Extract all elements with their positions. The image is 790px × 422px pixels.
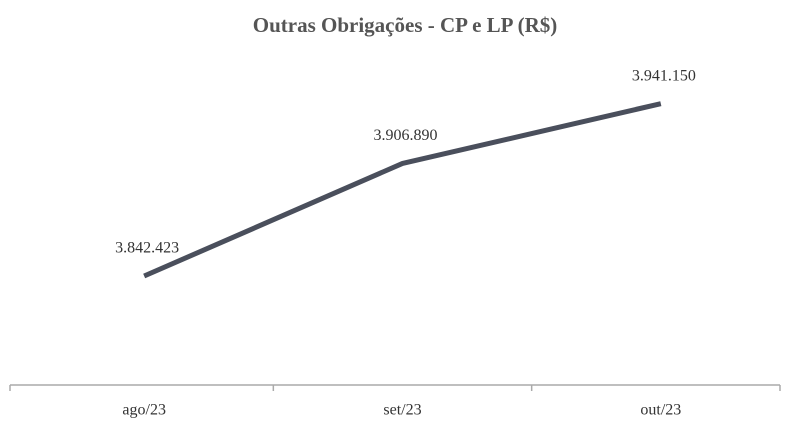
x-tick-label: out/23 xyxy=(640,402,681,419)
data-label: 3.842.423 xyxy=(115,240,179,257)
data-label: 3.941.150 xyxy=(632,67,696,84)
data-label: 3.906.890 xyxy=(374,127,438,144)
line xyxy=(143,101,662,279)
chart-title: Outras Obrigações - CP e LP (R$) xyxy=(253,13,557,37)
x-tick-label: set/23 xyxy=(383,402,421,419)
x-tick-label: ago/23 xyxy=(122,402,166,419)
